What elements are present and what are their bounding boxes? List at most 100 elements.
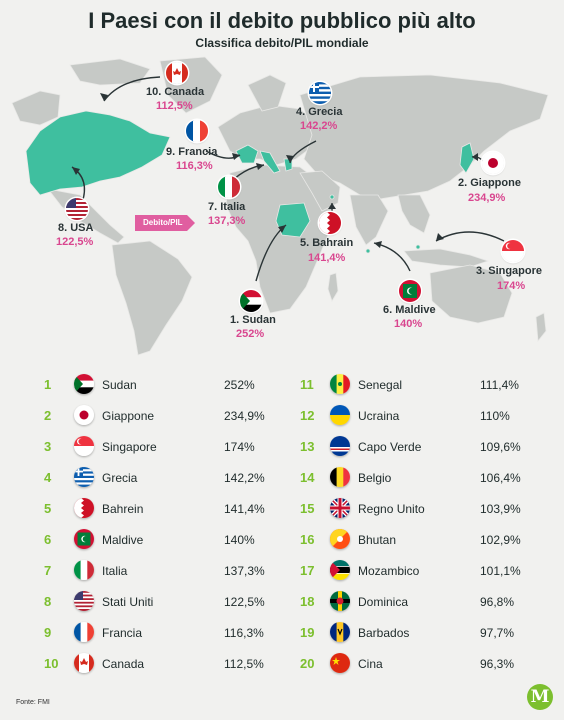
debt-ratio-value: 96,3% — [480, 657, 515, 671]
country-name: Italia — [102, 564, 128, 578]
country-name: Grecia — [102, 471, 138, 485]
ranking-number: 16 — [300, 532, 315, 547]
ranking-row: 1 Sudan 252% — [44, 374, 284, 396]
country-name: Giappone — [102, 409, 155, 423]
ranking-number: 11 — [300, 377, 314, 392]
country-name: Dominica — [358, 595, 409, 609]
canada-arrowhead — [100, 93, 108, 101]
country-name: Sudan — [102, 378, 137, 392]
sudan-arrowhead — [278, 225, 286, 233]
debt-ratio-value: 252% — [224, 378, 255, 392]
japan-arrowhead — [472, 153, 478, 161]
greece-callout-label: 4. Grecia — [296, 106, 343, 118]
country-name: Capo Verde — [358, 440, 422, 454]
singapore-flag-icon — [74, 436, 94, 456]
ranking-number: 15 — [300, 501, 315, 516]
singapore-flag-icon — [502, 240, 524, 262]
ranking-number: 17 — [300, 563, 315, 578]
country-name: Mozambico — [358, 564, 420, 578]
debt-ratio-value: 122,5% — [224, 595, 265, 609]
debt-ratio-value: 103,9% — [480, 502, 521, 516]
france-flag-icon — [74, 622, 94, 642]
ranking-number: 1 — [44, 377, 52, 392]
canada-flag-icon — [74, 653, 94, 673]
country-name: Singapore — [102, 440, 157, 454]
bahrain-arrowhead — [328, 203, 336, 209]
india-shape — [349, 194, 389, 246]
usa-canada-highlight — [25, 110, 171, 196]
ranking-row: 10 Canada 112,5% — [44, 653, 284, 675]
singapore-highlight — [415, 244, 421, 250]
ranking-number: 3 — [44, 439, 52, 454]
ranking-number: 7 — [44, 563, 52, 578]
country-name: Ucraina — [358, 409, 400, 423]
greece-flag-icon — [74, 467, 94, 487]
singapore-arrowhead — [436, 233, 444, 241]
usa-callout-label: 8. USA — [58, 222, 94, 234]
ranking-number: 2 — [44, 408, 52, 423]
arabia-shape — [299, 170, 341, 212]
ranking-row: 5 Bahrein 141,4% — [44, 498, 284, 520]
country-name: Canada — [102, 657, 145, 671]
italy-arrowhead — [256, 163, 264, 170]
maldives-arrowhead — [374, 241, 382, 248]
ukraine-flag-icon — [330, 405, 350, 425]
greece-arrowhead — [286, 155, 294, 163]
mexico-shape — [47, 188, 125, 244]
ranking-number: 5 — [44, 501, 52, 516]
south-america-shape — [111, 240, 193, 356]
alaska-shape — [11, 90, 61, 126]
mozambique-flag-icon — [330, 560, 350, 580]
maldives-highlight — [365, 248, 371, 254]
debt-ratio-value: 101,1% — [480, 564, 521, 578]
bahrain-flag-icon — [319, 212, 341, 234]
sudan-callout-label: 1. Sudan — [230, 314, 276, 326]
debt-ratio-value: 111,4% — [480, 378, 519, 392]
ranking-row: 11 Senegal 111,4% — [300, 374, 540, 396]
ranking-row: 13 Capo Verde 109,6% — [300, 436, 540, 458]
ranking-row: 15 Regno Unito 103,9% — [300, 498, 540, 520]
senegal-flag-icon — [330, 374, 350, 394]
country-name: Bhutan — [358, 533, 397, 547]
maldives-flag-icon — [399, 280, 421, 302]
maldives-callout-value: 140% — [394, 318, 423, 330]
sudan-flag-icon — [74, 374, 94, 394]
ranking-number: 12 — [300, 408, 315, 423]
maldives-callout-label: 6. Maldive — [383, 304, 436, 316]
ranking-row: 17 Mozambico 101,1% — [300, 560, 540, 582]
canada-arrow — [103, 76, 161, 102]
scandinavia-shape — [247, 74, 287, 112]
italy-highlight — [259, 150, 281, 174]
country-name: Francia — [102, 626, 143, 640]
ranking-number: 13 — [300, 439, 315, 454]
debito-pil-tag: Debito/PIL — [135, 215, 195, 231]
japan-callout-value: 234,9% — [468, 192, 506, 204]
usa-callout-value: 122,5% — [56, 236, 94, 248]
country-name: Cina — [358, 657, 383, 671]
barbados-flag-icon — [330, 622, 350, 642]
debt-ratio-value: 97,7% — [480, 626, 515, 640]
japan-flag-icon — [482, 152, 504, 174]
canada-callout-value: 112,5% — [156, 100, 193, 112]
italy-flag-icon — [74, 560, 94, 580]
country-name: Barbados — [358, 626, 410, 640]
greece-callout-value: 142,2% — [300, 120, 338, 132]
ranking-row: 9 Francia 116,3% — [44, 622, 284, 644]
ranking-number: 9 — [44, 625, 52, 640]
ranking-number: 4 — [44, 470, 52, 485]
japan-flag-icon — [74, 405, 94, 425]
dominica-flag-icon — [330, 591, 350, 611]
debt-ratio-value: 96,8% — [480, 595, 515, 609]
ranking-row: 19 Barbados 97,7% — [300, 622, 540, 644]
debt-ratio-value: 106,4% — [480, 471, 521, 485]
sudan-flag-icon — [240, 290, 262, 312]
japan-callout-label: 2. Giappone — [458, 177, 521, 189]
ranking-row: 6 Maldive 140% — [44, 529, 284, 551]
usa-flag-icon — [66, 198, 88, 220]
country-name: Stati Uniti — [102, 595, 154, 609]
ranking-row: 4 Grecia 142,2% — [44, 467, 284, 489]
country-name: Belgio — [358, 471, 392, 485]
italy-callout-value: 137,3% — [208, 215, 246, 227]
ranking-row: 8 Stati Uniti 122,5% — [44, 591, 284, 613]
france-arrowhead — [232, 153, 240, 160]
